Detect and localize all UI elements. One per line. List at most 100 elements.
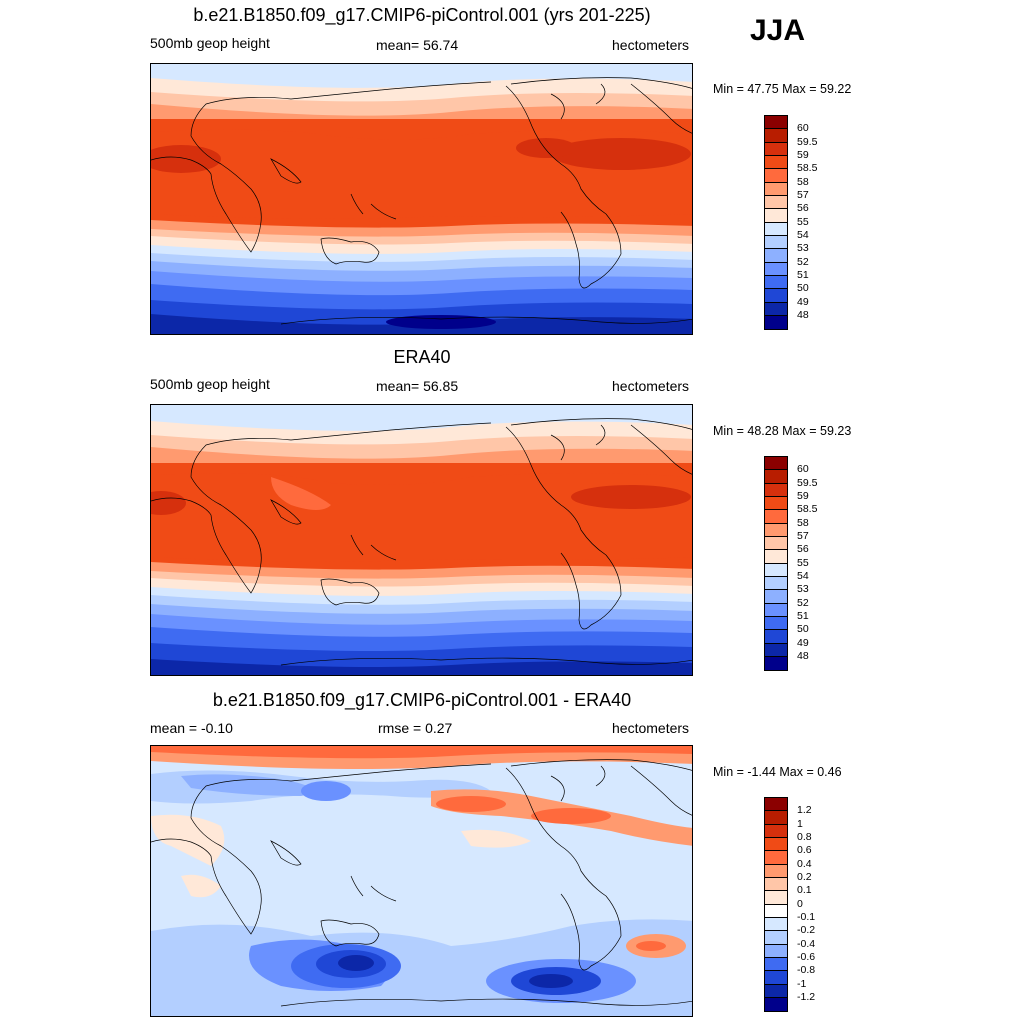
colorbar-swatch [765, 864, 787, 878]
colorbar-label: 51 [797, 610, 809, 622]
colorbar-swatch [765, 510, 787, 524]
colorbar-label: 54 [797, 229, 809, 241]
colorbar-label: 0 [797, 898, 803, 910]
mean-label: mean= 56.74 [376, 37, 459, 53]
colorbar-label: 53 [797, 583, 809, 595]
colorbar-label: 0.4 [797, 858, 812, 870]
colorbar-swatch [765, 957, 787, 972]
colorbar-label: -0.4 [797, 938, 816, 950]
colorbar-swatch [765, 643, 787, 657]
colorbar-swatch [765, 536, 787, 551]
colorbar-swatch [765, 457, 787, 471]
colorbar-swatch [765, 837, 787, 852]
colorbar-label: 58 [797, 176, 809, 188]
colorbar-swatch [765, 798, 787, 812]
colorbar-swatch [765, 275, 787, 290]
colorbar-label: 52 [797, 597, 809, 609]
map-band [181, 774, 314, 796]
colorbar-swatch [765, 971, 787, 985]
colorbar-label: 58.5 [797, 162, 818, 174]
colorbar [764, 456, 788, 672]
colorbar-swatch [765, 877, 787, 892]
colorbar-label: 1.2 [797, 804, 812, 816]
colorbar-swatch [765, 470, 787, 484]
map-band [151, 814, 225, 866]
map-band [338, 955, 374, 971]
colorbar-label: 55 [797, 216, 809, 228]
colorbar-swatch [765, 891, 787, 905]
panel-title: b.e21.B1850.f09_g17.CMIP6-piControl.001 … [193, 5, 651, 25]
colorbar-label: 0.2 [797, 871, 812, 883]
colorbar-label: 59.5 [797, 477, 818, 489]
colorbar-swatch [765, 116, 787, 130]
colorbar-swatch [765, 997, 787, 1012]
colorbar [764, 115, 788, 331]
map-band [151, 491, 186, 515]
colorbar-label: 60 [797, 122, 809, 134]
colorbar-label: 53 [797, 242, 809, 254]
colorbar-label: 59.5 [797, 136, 818, 148]
colorbar-swatch [765, 811, 787, 825]
map-band [636, 941, 666, 951]
colorbar-swatch [765, 169, 787, 183]
colorbar-swatch [765, 851, 787, 865]
panel-title: ERA40 [393, 347, 451, 367]
colorbar-label: -0.1 [797, 911, 816, 923]
colorbar [764, 797, 788, 1013]
variable-label: 500mb geop height [150, 376, 270, 392]
colorbar-label: 0.6 [797, 844, 812, 856]
colorbar-label: 56 [797, 543, 809, 555]
colorbar-label: 48 [797, 309, 809, 321]
map-band [181, 874, 221, 898]
map-band [461, 829, 531, 848]
map-band [551, 138, 691, 170]
colorbar-swatch [765, 222, 787, 236]
map-band [531, 808, 611, 824]
colorbar-swatch [765, 483, 787, 497]
map-plot [150, 745, 693, 1017]
mean-label: mean= 56.85 [376, 378, 459, 394]
map-band [151, 746, 692, 759]
colorbar-label: 59 [797, 149, 809, 161]
colorbar-label: -1.2 [797, 991, 816, 1003]
colorbar-label: 54 [797, 570, 809, 582]
units-label: hectometers [612, 378, 690, 394]
colorbar-swatch [765, 129, 787, 143]
colorbar-label: 51 [797, 269, 809, 281]
units-label: hectometers [612, 37, 690, 53]
coastlines [151, 77, 692, 325]
units-label: hectometers [612, 720, 690, 736]
map-band [271, 477, 331, 510]
mean-label: mean = -0.10 [150, 720, 233, 736]
coastlines [151, 759, 692, 1007]
colorbar-label: -0.2 [797, 924, 816, 936]
colorbar-swatch [765, 917, 787, 932]
map-band [151, 405, 692, 431]
colorbar-swatch [765, 235, 787, 250]
colorbar-swatch [765, 603, 787, 617]
colorbar-label: 60 [797, 463, 809, 475]
colorbar-swatch [765, 315, 787, 330]
colorbar-label: 0.8 [797, 831, 812, 843]
colorbar-swatch [765, 590, 787, 604]
map-band [151, 64, 692, 88]
colorbar-label: 58 [797, 517, 809, 529]
colorbar-swatch [765, 182, 787, 196]
colorbar-swatch [765, 944, 787, 958]
map-band [301, 781, 351, 801]
variable-label: 500mb geop height [150, 35, 270, 51]
rmse-label: rmse = 0.27 [378, 720, 453, 736]
map-band [571, 485, 691, 509]
panel-title: b.e21.B1850.f09_g17.CMIP6-piControl.001 … [212, 690, 632, 710]
map-plot [150, 404, 693, 676]
colorbar-label: 56 [797, 202, 809, 214]
colorbar-label: 57 [797, 530, 809, 542]
colorbar-swatch [765, 824, 787, 838]
colorbar-swatch [765, 563, 787, 577]
colorbar-swatch [765, 289, 787, 303]
map-band [436, 796, 506, 812]
map-band [516, 138, 576, 158]
colorbar-label: -1 [797, 978, 807, 990]
minmax-label: Min = -1.44 Max = 0.46 [713, 765, 842, 779]
colorbar-label: 59 [797, 490, 809, 502]
